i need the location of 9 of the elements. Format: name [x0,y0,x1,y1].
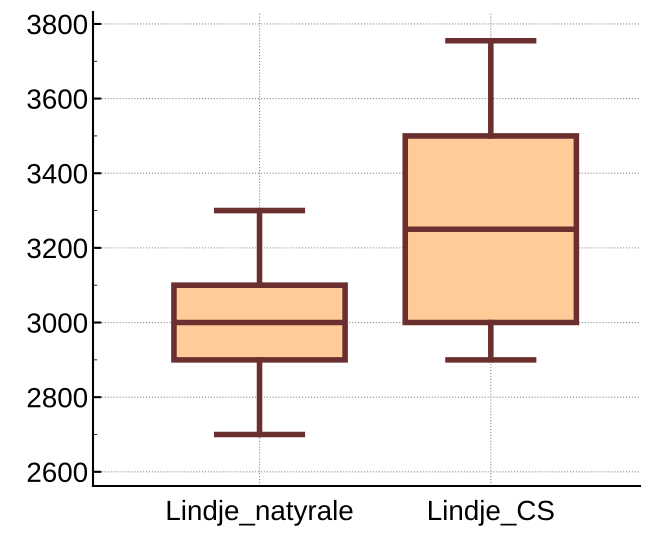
x-tick-label: Lindje_CS [429,500,554,526]
x-tick-label: Lindje_natyrale [168,500,353,526]
y-tick-label: 2800 [28,388,88,408]
y-tick-label: 2600 [28,462,88,482]
y-tick-label: 3400 [27,164,88,184]
y-tick-label: 3000 [27,313,88,333]
y-tick-label: 3600 [27,89,88,109]
y-tick-label: 3800 [27,14,88,34]
y-tick-label: 3200 [27,238,88,258]
